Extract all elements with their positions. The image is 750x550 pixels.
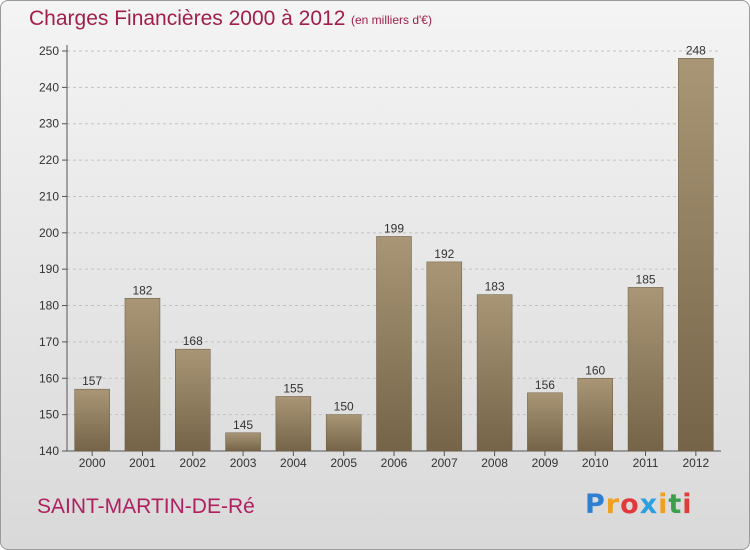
logo-letter: i [682,489,693,520]
x-tick-label: 2005 [330,456,357,470]
bar [74,388,110,452]
data-label: 145 [233,418,253,432]
data-label: 155 [283,381,303,395]
x-tick-label: 2012 [682,456,709,470]
x-tick-label: 2001 [129,456,156,470]
bar [275,396,312,452]
x-tick-label: 2008 [481,456,508,470]
data-label: 157 [82,374,102,388]
y-tick-label: 170 [39,335,59,349]
data-label: 185 [636,272,656,286]
y-tick-label: 160 [39,371,59,385]
bar [527,392,563,452]
chart-unit: (en milliers d'€) [351,13,432,27]
x-tick-label: 2002 [179,456,206,470]
data-label: 183 [485,280,505,294]
y-tick-label: 210 [39,189,59,203]
bar [627,287,664,452]
bar [426,261,463,452]
y-tick-label: 230 [39,117,59,131]
logo-letter: r [605,489,621,520]
logo-letter: t [668,489,683,520]
x-tick-label: 2010 [582,456,609,470]
x-tick-label: 2003 [230,456,257,470]
data-label: 168 [183,334,203,348]
data-label: 156 [535,378,555,392]
x-tick-label: 2006 [381,456,408,470]
x-tick-label: 2009 [532,456,559,470]
bar [124,298,161,452]
bar [225,432,261,452]
y-tick-label: 240 [39,80,59,94]
data-label: 182 [132,283,152,297]
axes: 140 150 160 170 180 190 200 210 220 230 240 250 2000… [39,44,721,470]
bar [376,236,412,452]
y-tick-label: 180 [39,299,59,313]
data-label: 160 [585,363,605,377]
data-label: 150 [334,400,354,414]
bar [577,378,613,452]
y-tick-label: 150 [39,408,59,422]
data-label: 199 [384,221,404,235]
x-tick-label: 2007 [431,456,458,470]
bar [678,58,714,452]
x-tick-label: 2000 [79,456,106,470]
y-tick-label: 140 [39,444,59,458]
logo-letter: P [585,489,606,520]
data-label: 248 [686,43,706,57]
data-labels: 157 182 168 145 155 150 199 192 183 156 160 185 248 [82,43,706,432]
logo-letter: i [658,489,669,520]
data-label: 192 [434,247,454,261]
logo-letter: x [639,489,659,520]
y-tick-label: 220 [39,153,59,167]
y-tick-label: 250 [39,44,59,58]
bars [74,58,714,452]
y-tick-label: 190 [39,262,59,276]
bar [325,414,362,452]
commune-name: SAINT-MARTIN-DE-Ré [37,495,255,518]
chart-title: Charges Financières 2000 à 2012 [29,7,346,30]
y-tick-label: 200 [39,226,59,240]
bar [476,294,513,452]
bar [175,348,211,452]
logo-letter: o [620,489,640,520]
x-tick-label: 2011 [633,456,659,470]
x-tick-label: 2004 [280,456,307,470]
proxiti-logo[interactable]: Proxiti [585,489,693,520]
